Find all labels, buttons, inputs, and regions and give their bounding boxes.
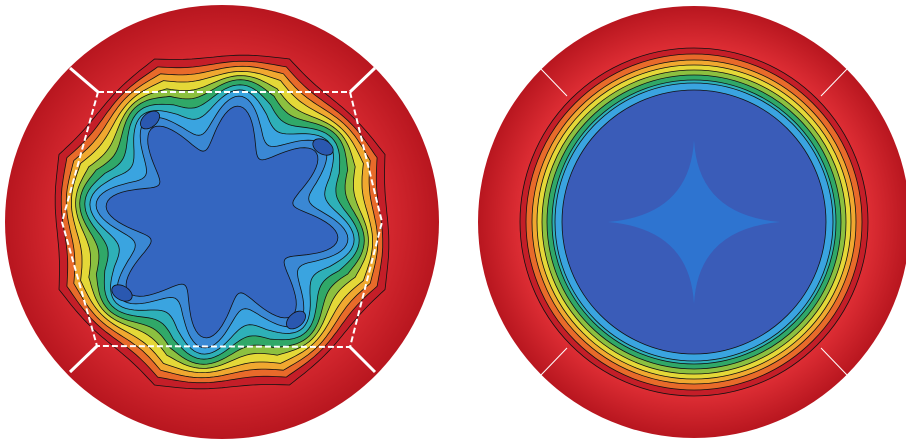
contour-band xyxy=(105,105,339,339)
boundary-line xyxy=(540,68,568,97)
left-contour-plot xyxy=(5,5,439,439)
boundary-line xyxy=(348,66,377,94)
contour-island xyxy=(140,110,160,130)
boundary-line xyxy=(820,347,848,376)
boundary-line xyxy=(348,345,377,374)
contour-island xyxy=(312,138,334,156)
right-contour-plot xyxy=(478,6,906,438)
boundary-line xyxy=(69,66,99,94)
boundary-line xyxy=(68,344,99,374)
contour-island xyxy=(286,310,306,330)
boundary-line xyxy=(820,68,848,97)
contour-island xyxy=(111,284,133,302)
center-star xyxy=(608,140,780,304)
boundary-line xyxy=(540,347,568,376)
